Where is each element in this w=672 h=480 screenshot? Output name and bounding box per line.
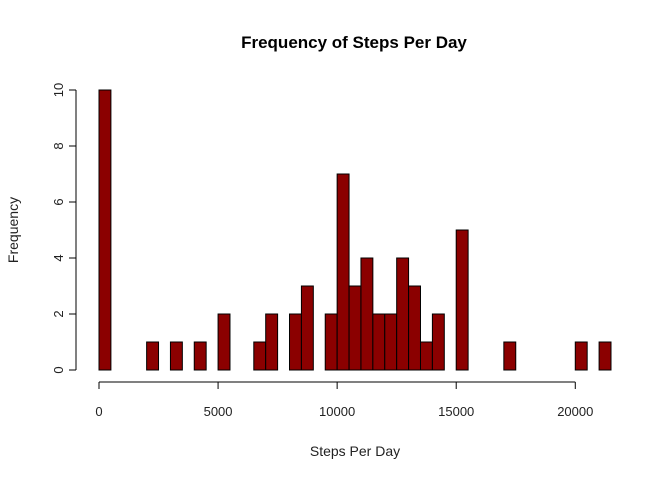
histogram-bar — [396, 257, 410, 371]
histogram-bar — [503, 341, 517, 371]
x-axis-label: Steps Per Day — [310, 443, 400, 459]
y-tick-label: 8 — [51, 142, 66, 149]
x-tick-label: 20000 — [557, 404, 593, 419]
histogram-bar — [598, 341, 612, 371]
histogram-bar — [98, 89, 112, 371]
x-axis: 0 5000 10000 15000 20000 — [95, 381, 593, 419]
histogram-bar — [431, 313, 445, 371]
histogram-bar — [265, 313, 279, 371]
histogram-bar — [324, 313, 338, 371]
histogram-bar — [300, 285, 314, 371]
y-tick-label: 2 — [51, 310, 66, 317]
histogram-bar — [193, 341, 207, 371]
histogram-bar — [360, 257, 374, 371]
y-tick-label: 4 — [51, 254, 66, 261]
histogram-bar — [289, 313, 302, 371]
y-tick-label: 0 — [51, 366, 66, 373]
y-tick-label: 10 — [51, 83, 66, 97]
bars-group — [98, 89, 612, 371]
histogram-bar — [372, 313, 386, 371]
histogram-bar — [574, 341, 588, 371]
histogram-bar — [384, 313, 398, 371]
histogram-bar — [146, 341, 160, 371]
x-tick-label: 5000 — [204, 404, 233, 419]
chart-title: Frequency of Steps Per Day — [241, 33, 467, 52]
histogram-bar — [217, 313, 231, 371]
y-tick-label: 6 — [51, 198, 66, 205]
y-axis: 0 2 4 6 8 10 — [51, 83, 77, 374]
x-tick-label: 10000 — [319, 404, 355, 419]
histogram-bar — [336, 173, 350, 371]
x-tick-label: 0 — [95, 404, 102, 419]
histogram-bar — [253, 341, 267, 371]
histogram-bar — [169, 341, 183, 371]
x-tick-label: 15000 — [438, 404, 474, 419]
histogram-bar — [455, 229, 469, 371]
y-axis-label: Frequency — [5, 197, 21, 263]
histogram-bar — [348, 285, 362, 371]
histogram-bar — [419, 341, 433, 371]
histogram-bar — [408, 285, 421, 371]
